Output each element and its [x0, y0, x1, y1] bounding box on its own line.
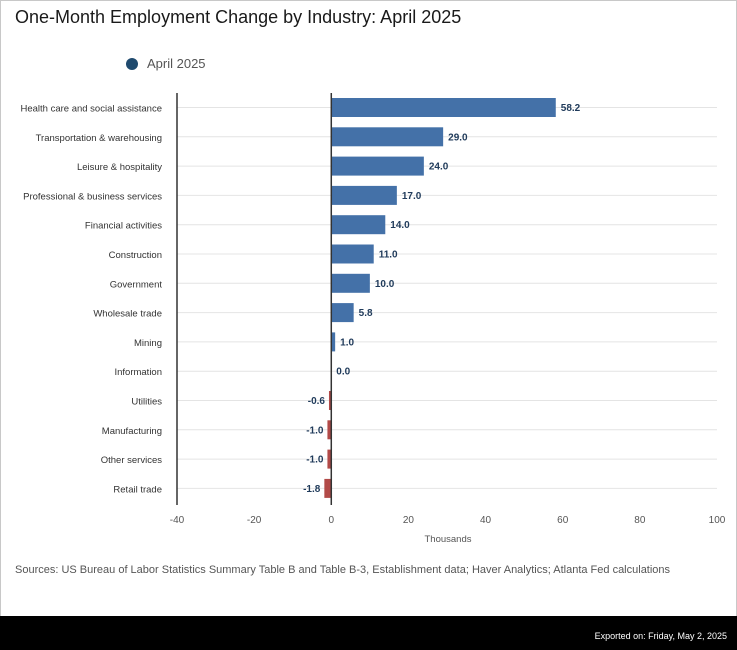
x-tick-label: -20	[247, 515, 262, 526]
bar	[331, 185, 397, 205]
category-label: Other services	[101, 455, 162, 466]
data-label: -1.8	[303, 484, 321, 495]
bar	[328, 391, 332, 410]
category-label: Transportation & warehousing	[36, 133, 162, 144]
category-label: Construction	[109, 250, 162, 261]
data-label: -1.0	[306, 425, 324, 436]
category-label: Mining	[134, 338, 162, 349]
category-label: Professional & business services	[23, 191, 162, 202]
export-date: Exported on: Friday, May 2, 2025	[594, 631, 727, 641]
bar	[324, 478, 332, 498]
bar	[331, 303, 354, 323]
data-label: 1.0	[340, 337, 354, 348]
data-label: 0.0	[336, 367, 350, 378]
bar	[331, 156, 424, 176]
category-label: Government	[110, 279, 163, 290]
category-label: Retail trade	[113, 484, 162, 495]
category-label: Manufacturing	[102, 426, 162, 437]
bar	[331, 273, 370, 293]
category-label: Information	[114, 367, 162, 378]
footer-bar: Exported on: Friday, May 2, 2025	[0, 616, 737, 650]
legend-label: April 2025	[147, 56, 206, 71]
data-label: 24.0	[429, 162, 449, 173]
bar	[327, 420, 332, 440]
bar	[331, 215, 386, 235]
x-tick-label: 20	[403, 515, 415, 526]
data-label: 11.0	[379, 250, 398, 261]
category-label: Wholesale trade	[93, 309, 162, 320]
data-label: -1.0	[306, 455, 324, 466]
bar-chart: Health care and social assistance 58.2 Tra…	[20, 93, 726, 545]
bar	[331, 98, 556, 117]
data-label: 58.2	[561, 103, 581, 114]
chart-title: One-Month Employment Change by Industry:…	[15, 7, 462, 27]
category-label: Leisure & hospitality	[77, 162, 162, 173]
data-label: 10.0	[375, 279, 395, 290]
legend-marker	[126, 57, 138, 70]
bar	[327, 449, 332, 469]
legend[interactable]: April 2025	[126, 56, 206, 71]
x-tick-label: 40	[480, 515, 492, 526]
x-axis-label: Thousands	[424, 534, 471, 545]
category-label: Financial activities	[85, 221, 162, 232]
x-tick-label: 60	[557, 515, 569, 526]
x-tick-label: -40	[170, 515, 185, 526]
x-tick-label: 0	[329, 515, 335, 526]
data-label: -0.6	[308, 396, 326, 407]
x-tick-label: 100	[709, 515, 726, 526]
x-tick-label: 80	[634, 515, 646, 526]
data-label: 5.8	[359, 308, 373, 319]
data-label: 29.0	[448, 132, 468, 143]
data-label: 17.0	[402, 191, 422, 202]
bar	[331, 332, 336, 352]
data-label: 14.0	[390, 220, 410, 231]
category-label: Health care and social assistance	[20, 104, 162, 115]
category-label: Utilities	[131, 397, 162, 408]
bar	[331, 127, 444, 147]
source-note: Sources: US Bureau of Labor Statistics S…	[15, 564, 671, 576]
bar	[331, 244, 374, 264]
